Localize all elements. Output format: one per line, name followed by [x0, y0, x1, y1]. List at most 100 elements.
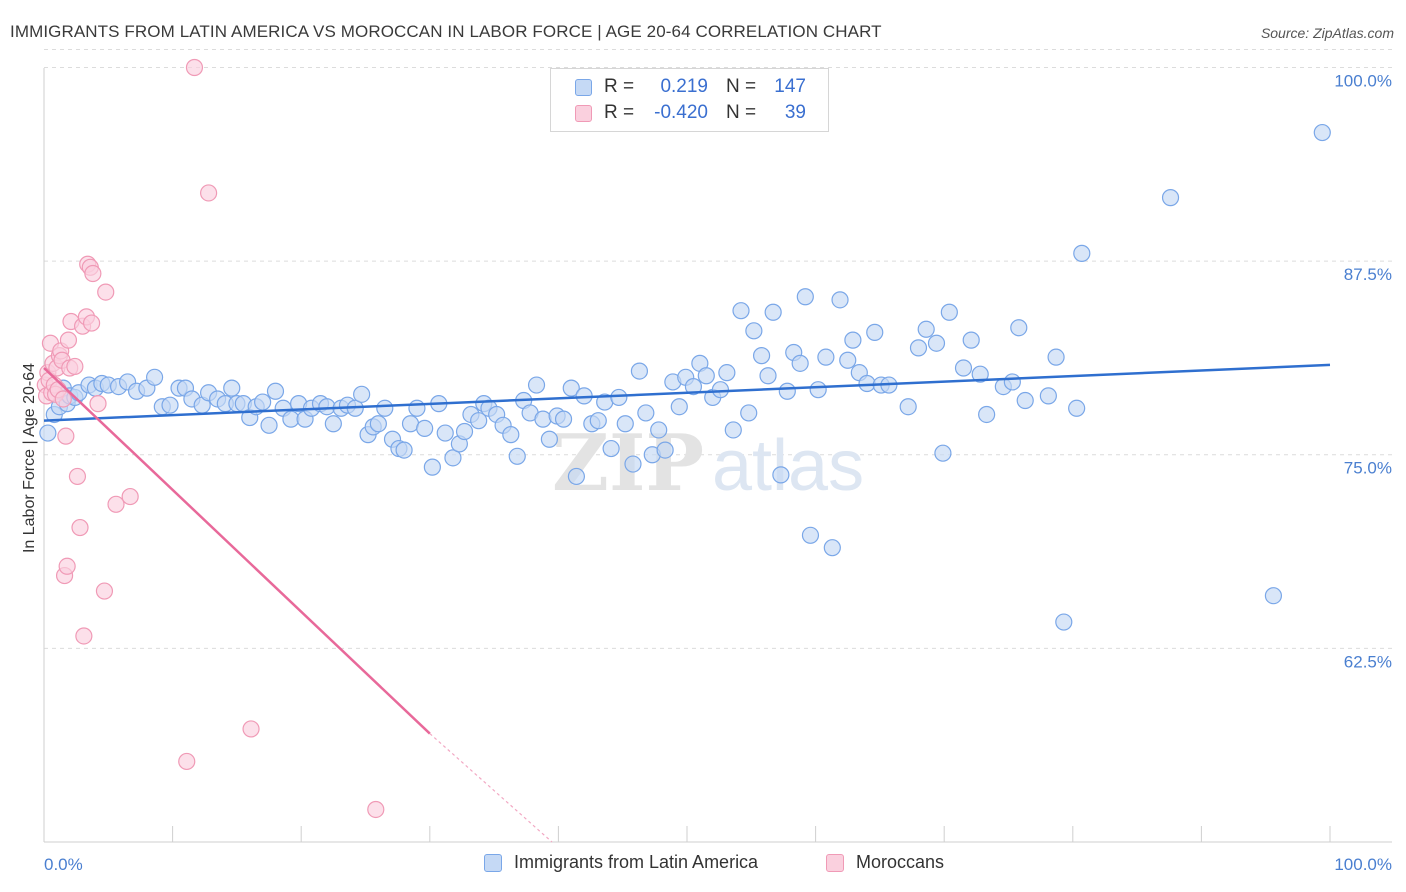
point-latin-america: [436, 424, 454, 442]
legend-item-latin-america[interactable]: Immigrants from Latin America: [484, 852, 758, 873]
legend-n-value: 39: [784, 102, 806, 123]
point-latin-america: [745, 322, 763, 340]
point-latin-america: [455, 422, 474, 441]
point-latin-america: [909, 339, 928, 357]
point-latin-america: [791, 354, 809, 372]
point-latin-america: [423, 458, 441, 476]
point-latin-america: [416, 419, 434, 438]
point-moroccans: [75, 627, 93, 645]
point-latin-america: [801, 526, 820, 544]
point-latin-america: [1010, 319, 1028, 337]
point-latin-america: [809, 381, 827, 399]
point-latin-america: [395, 441, 413, 459]
point-latin-america: [254, 393, 272, 411]
point-moroccans: [57, 427, 75, 445]
point-latin-america: [650, 421, 668, 439]
point-moroccans: [97, 283, 115, 301]
point-latin-america: [260, 416, 278, 434]
chart-title: IMMIGRANTS FROM LATIN AMERICA VS MOROCCA…: [10, 22, 882, 41]
point-latin-america: [589, 412, 607, 430]
point-latin-america: [1264, 587, 1283, 605]
point-latin-america: [1313, 123, 1331, 142]
point-moroccans: [107, 495, 125, 513]
point-latin-america: [502, 426, 520, 444]
point-latin-america: [266, 382, 285, 400]
watermark-atlas: atlas: [712, 426, 864, 506]
point-latin-america: [408, 399, 426, 417]
tick-labels: 100.0% 87.5% 75.0% 62.5% 0.0% 100.0%: [44, 71, 1392, 874]
point-latin-america: [376, 399, 394, 417]
point-latin-america: [656, 441, 674, 459]
point-moroccans: [58, 557, 76, 575]
point-latin-america: [567, 467, 586, 486]
point-latin-america: [899, 398, 917, 416]
point-latin-america: [684, 377, 703, 396]
point-latin-america: [508, 447, 526, 465]
point-moroccans: [242, 720, 260, 738]
point-latin-america: [724, 421, 742, 439]
y-tick-label: 62.5%: [1344, 652, 1392, 671]
point-latin-america: [1073, 244, 1091, 262]
point-latin-america: [732, 302, 750, 320]
point-moroccans: [200, 184, 218, 202]
point-latin-america: [562, 379, 580, 397]
point-latin-america: [1047, 348, 1065, 366]
point-moroccans: [89, 395, 107, 413]
point-latin-america: [934, 444, 952, 462]
legend-label-moroccans: Moroccans: [856, 852, 945, 872]
point-latin-america: [839, 351, 857, 369]
point-latin-america: [637, 404, 655, 422]
point-latin-america: [616, 415, 634, 433]
point-moroccans: [59, 331, 78, 349]
point-latin-america: [711, 381, 730, 399]
point-latin-america: [759, 367, 777, 385]
point-latin-america: [324, 415, 342, 433]
point-latin-america: [444, 449, 462, 467]
series-latin-america-points: [39, 123, 1331, 631]
point-moroccans: [185, 58, 204, 77]
point-latin-america: [927, 334, 946, 352]
point-latin-america: [796, 288, 814, 306]
point-latin-america: [223, 379, 241, 397]
point-latin-america: [962, 331, 980, 349]
legend-item-moroccans[interactable]: Moroccans: [826, 852, 944, 873]
legend-swatch-blue: [484, 853, 502, 872]
legend-swatch-blue: [575, 78, 592, 96]
point-moroccans: [367, 800, 385, 819]
point-latin-america: [940, 303, 958, 321]
point-moroccans: [54, 390, 72, 408]
point-latin-america: [610, 388, 628, 407]
correlation-legend: R = 0.219 N = 147 R = -0.420 N = 39: [550, 68, 829, 132]
point-latin-america: [764, 303, 782, 321]
point-latin-america: [670, 398, 688, 416]
axes: [43, 68, 1392, 843]
point-moroccans: [82, 314, 101, 332]
point-moroccans: [178, 752, 196, 771]
legend-row-moroccans: R = -0.420 N = 39: [575, 101, 806, 125]
point-moroccans: [95, 582, 114, 600]
point-latin-america: [954, 359, 973, 377]
point-latin-america: [527, 376, 546, 394]
series-moroccans-points: [36, 58, 385, 819]
legend-r-value: 0.219: [660, 76, 708, 97]
point-latin-america: [161, 396, 179, 414]
point-latin-america: [978, 405, 996, 424]
point-latin-america: [630, 362, 649, 380]
legend-r-value: -0.420: [654, 102, 708, 123]
x-tick-label-min: 0.0%: [44, 855, 83, 874]
legend-r-label: R =: [604, 76, 635, 97]
legend-r-label: R =: [604, 102, 635, 123]
point-latin-america: [534, 410, 552, 428]
point-latin-america: [866, 323, 884, 341]
legend-swatch-pink: [826, 853, 844, 872]
y-tick-label: 100.0%: [1334, 71, 1392, 90]
point-latin-america: [318, 398, 336, 416]
point-latin-america: [470, 412, 488, 430]
point-latin-america: [353, 385, 371, 403]
trend-line-moroccans: [43, 367, 431, 735]
point-latin-america: [624, 455, 642, 473]
point-latin-america: [740, 404, 758, 422]
point-moroccans: [66, 357, 84, 376]
legend-n-label: N =: [726, 102, 757, 123]
